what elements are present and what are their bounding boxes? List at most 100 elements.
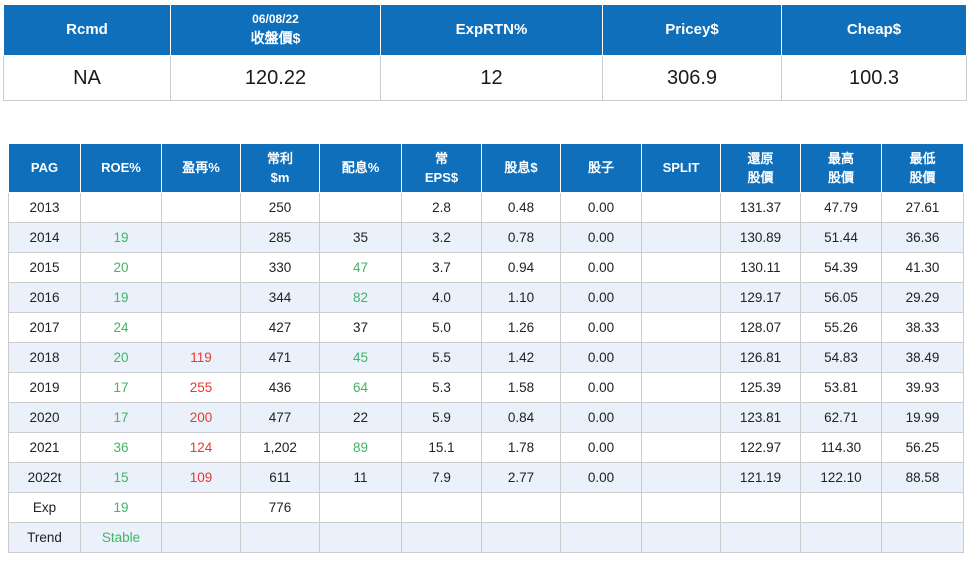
table-cell: 436: [240, 372, 320, 403]
table-cell: 344: [240, 282, 320, 313]
history-column-header-label: 還原: [747, 150, 774, 166]
table-cell: 130.11: [720, 252, 801, 283]
summary-header-0: Rcmd: [3, 4, 171, 56]
table-cell: 2015: [8, 252, 81, 283]
table-cell: [319, 522, 402, 553]
table-row-2013: 2013 250 2.8 0.48 0.00 131.37 47.79 27.61: [8, 192, 964, 223]
table-cell: 2022t: [8, 462, 81, 493]
summary-value-0: NA: [3, 55, 171, 101]
table-cell: 2018: [8, 342, 81, 373]
table-cell: 2020: [8, 402, 81, 433]
table-row-2021: 2021 36 124 1,202 89 15.1 1.78 0.00 122.97 114.30…: [8, 432, 964, 463]
table-cell: 330: [240, 252, 320, 283]
summary-header-3: Pricey$: [602, 4, 782, 56]
table-row-2018: 2018 20 119 471 45 5.5 1.42 0.00 126.81 54.83 38.4…: [8, 342, 964, 373]
history-column-header-label: 最高: [827, 150, 854, 166]
table-cell: [240, 522, 320, 553]
table-cell: 62.71: [800, 402, 882, 433]
history-column-header-0: PAG: [8, 143, 81, 193]
table-cell: [720, 522, 801, 553]
table-cell: 89: [319, 432, 402, 463]
table-cell: 255: [161, 372, 241, 403]
history-column-header-1: ROE%: [80, 143, 162, 193]
table-cell: 121.19: [720, 462, 801, 493]
table-cell: 0.78: [481, 222, 561, 253]
table-cell: 0.00: [560, 252, 642, 283]
table-cell: 55.26: [800, 312, 882, 343]
summary-value-1: 120.22: [170, 55, 381, 101]
summary-header-label: Pricey$: [665, 21, 719, 39]
table-cell: [641, 372, 721, 403]
table-cell: 22: [319, 402, 402, 433]
table-cell: [720, 492, 801, 523]
table-cell: [161, 312, 241, 343]
summary-header-label: 06/08/22: [252, 11, 299, 26]
table-cell: 36: [80, 432, 162, 463]
history-table-body: 2013 250 2.8 0.48 0.00 131.37 47.79 27.61 2014 19…: [8, 192, 964, 553]
table-cell: 0.84: [481, 402, 561, 433]
history-column-header-7: 股子: [560, 143, 642, 193]
history-column-header-label: EPS$: [424, 170, 459, 185]
table-row-2016: 2016 19 344 82 4.0 1.10 0.00 129.17 56.05 29.29: [8, 282, 964, 313]
table-cell: 20: [80, 342, 162, 373]
table-cell: [641, 492, 721, 523]
summary-header-4: Cheap$: [781, 4, 967, 56]
history-column-header-label: 股息$: [504, 160, 538, 176]
table-cell: 2014: [8, 222, 81, 253]
history-column-header-label: 股價: [827, 170, 854, 185]
table-cell: 119: [161, 342, 241, 373]
table-cell: [161, 192, 241, 223]
table-cell: 2021: [8, 432, 81, 463]
table-cell: [161, 492, 241, 523]
table-cell: 477: [240, 402, 320, 433]
table-cell: [641, 402, 721, 433]
table-cell: 47.79: [800, 192, 882, 223]
table-cell: 123.81: [720, 402, 801, 433]
table-cell: [481, 522, 561, 553]
table-cell: [641, 522, 721, 553]
table-cell: 0.00: [560, 402, 642, 433]
history-column-header-4: 配息%: [319, 143, 402, 193]
table-cell: 38.33: [881, 312, 964, 343]
table-cell: 0.00: [560, 432, 642, 463]
history-column-header-label: PAG: [30, 160, 59, 176]
table-cell: 5.9: [401, 402, 482, 433]
summary-table: Rcmd 06/08/22 收盤價$ ExpRTN% Pricey$ Cheap$ NA 1…: [3, 4, 967, 101]
table-cell: 19: [80, 222, 162, 253]
table-cell: 51.44: [800, 222, 882, 253]
table-cell: 4.0: [401, 282, 482, 313]
table-cell: 122.97: [720, 432, 801, 463]
table-cell: 88.58: [881, 462, 964, 493]
summary-header-label: Cheap$: [846, 21, 902, 39]
table-cell: 3.7: [401, 252, 482, 283]
table-cell: 64: [319, 372, 402, 403]
summary-header-2: ExpRTN%: [380, 4, 603, 56]
table-cell: 53.81: [800, 372, 882, 403]
table-cell: 29.29: [881, 282, 964, 313]
table-cell: 1.26: [481, 312, 561, 343]
table-cell: [641, 312, 721, 343]
table-cell: [641, 222, 721, 253]
table-row-Exp: Exp 19 776: [8, 492, 964, 523]
table-cell: 17: [80, 372, 162, 403]
table-cell: [319, 192, 402, 223]
table-cell: 200: [161, 402, 241, 433]
history-column-header-11: 最低 股價: [881, 143, 964, 193]
table-row-2020: 2020 17 200 477 22 5.9 0.84 0.00 123.81 62.71 19.9…: [8, 402, 964, 433]
table-cell: 1.78: [481, 432, 561, 463]
table-cell: 0.00: [560, 312, 642, 343]
table-cell: 131.37: [720, 192, 801, 223]
stock-analysis-page: Rcmd 06/08/22 收盤價$ ExpRTN% Pricey$ Cheap$ NA 1…: [0, 4, 969, 553]
table-cell: 35: [319, 222, 402, 253]
table-cell: 0.00: [560, 282, 642, 313]
summary-value-row: NA 120.22 12 306.9 100.3: [3, 55, 967, 101]
table-cell: 1.58: [481, 372, 561, 403]
table-cell: Exp: [8, 492, 81, 523]
history-column-header-2: 盈再%: [161, 143, 241, 193]
table-cell: 776: [240, 492, 320, 523]
table-cell: 2.77: [481, 462, 561, 493]
table-cell: 126.81: [720, 342, 801, 373]
table-cell: 2013: [8, 192, 81, 223]
table-cell: 0.00: [560, 372, 642, 403]
table-cell: [800, 522, 882, 553]
